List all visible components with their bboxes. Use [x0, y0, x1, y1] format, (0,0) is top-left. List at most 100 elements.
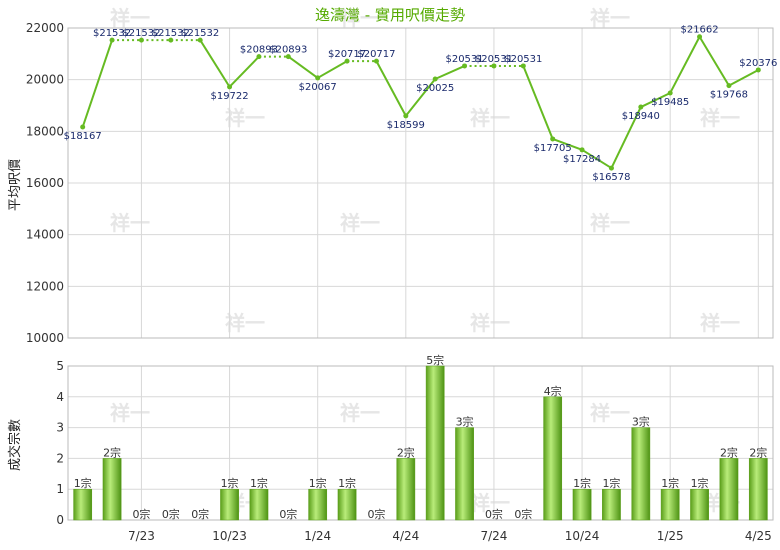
price-point [315, 75, 321, 81]
volume-data-label: 0宗 [162, 507, 180, 521]
price-point [197, 37, 203, 43]
x-tick-label: 7/24 [480, 529, 507, 543]
volume-bar [220, 488, 239, 521]
volume-tick-label: 0 [56, 513, 64, 527]
watermark-layer: 祥一祥一祥一祥一祥一祥一祥一祥一祥一祥一祥一祥一祥一祥一祥一祥一祥一祥一 [110, 6, 740, 515]
price-data-label: $19485 [651, 97, 689, 108]
price-point [168, 37, 174, 43]
price-tick-label: 10000 [26, 331, 64, 345]
price-point [138, 37, 144, 43]
volume-data-label: 3宗 [456, 415, 474, 429]
price-data-label: $20893 [240, 45, 278, 56]
volume-bar [572, 488, 592, 521]
price-data-label: $19722 [210, 91, 248, 102]
price-data-label: $19768 [710, 90, 748, 101]
watermark-text: 祥一 [340, 401, 380, 425]
price-data-label: $16578 [592, 172, 630, 183]
price-line-segment [522, 65, 554, 140]
watermark-text: 祥一 [470, 106, 510, 130]
x-tick-label: 10/24 [565, 529, 600, 543]
volume-tick-label: 1 [56, 482, 64, 496]
price-point [755, 67, 761, 73]
volume-bar [308, 488, 328, 521]
x-tick-label: 1/24 [304, 529, 331, 543]
volume-tick-label: 3 [56, 421, 64, 435]
price-point [520, 63, 526, 69]
price-line-segment [375, 60, 407, 117]
volume-bar [719, 458, 739, 521]
volume-bar [102, 458, 122, 521]
volume-data-label: 1宗 [602, 476, 620, 490]
price-data-label: $20893 [269, 45, 307, 56]
price-line-segment [610, 106, 642, 169]
volume-data-label: 1宗 [221, 476, 239, 490]
price-data-label: $20717 [328, 49, 366, 60]
volume-data-label: 1宗 [338, 476, 356, 490]
price-data-label: $18940 [622, 111, 660, 122]
volume-bar [543, 396, 563, 521]
price-point [403, 113, 409, 119]
price-point [579, 147, 585, 153]
x-tick-label: 4/24 [392, 529, 419, 543]
volume-data-label: 5宗 [426, 353, 444, 367]
volume-data-label: 1宗 [691, 476, 709, 490]
price-point [638, 104, 644, 110]
volume-bar [748, 458, 768, 521]
price-line-segment [81, 39, 114, 128]
price-line-segment [199, 39, 231, 88]
watermark-text: 祥一 [700, 106, 740, 130]
price-point [491, 63, 497, 69]
price-tick-label: 12000 [26, 279, 64, 293]
volume-data-label: 2宗 [720, 445, 738, 459]
price-point [550, 136, 556, 142]
price-tick-label: 20000 [26, 73, 64, 87]
volume-bar [73, 488, 93, 521]
price-line-segment [287, 55, 319, 79]
volume-tick-label: 2 [56, 451, 64, 465]
volume-data-label: 0宗 [279, 507, 297, 521]
price-data-label: $21532 [122, 28, 160, 39]
price-data-label: $20376 [739, 58, 777, 69]
price-point [373, 58, 379, 64]
x-tick-label: 1/25 [657, 529, 684, 543]
price-data-label: $21532 [181, 28, 219, 39]
price-data-label: $20067 [299, 82, 337, 93]
volume-bar [690, 488, 709, 521]
price-point [227, 84, 233, 90]
price-data-label: $17284 [563, 154, 601, 165]
price-data-label: $18599 [387, 120, 425, 131]
price-line-segment [698, 36, 730, 87]
watermark-text: 祥一 [110, 211, 150, 235]
volume-data-label: 0宗 [132, 507, 150, 521]
volume-data-label: 0宗 [514, 507, 532, 521]
price-point [80, 124, 86, 130]
volume-data-label: 2宗 [749, 445, 767, 459]
volume-bar-panel: 0 1 2 3 4 5 7/23 10/23 1/24 4/24 7/24 10/24 1/25 4/25… [56, 353, 774, 543]
watermark-text: 祥一 [340, 211, 380, 235]
price-point [109, 37, 115, 43]
price-tick-label: 14000 [26, 228, 64, 242]
price-point [726, 83, 732, 89]
price-line-segment [228, 55, 260, 88]
price-line-segment [552, 138, 583, 151]
x-tick-label: 7/23 [128, 529, 155, 543]
volume-data-label: 4宗 [544, 384, 562, 398]
volume-bar [660, 488, 680, 521]
volume-data-label: 0宗 [191, 507, 209, 521]
volume-bar [337, 488, 357, 521]
price-data-label: $21532 [93, 28, 131, 39]
volume-plot-frame [67, 365, 774, 521]
price-tick-label: 18000 [26, 124, 64, 138]
watermark-text: 祥一 [340, 6, 380, 30]
watermark-text: 祥一 [700, 311, 740, 335]
price-plot-frame [67, 27, 774, 339]
volume-axis-label: 成交宗數 [7, 419, 23, 471]
price-line-segment [640, 92, 671, 108]
x-tick-label: 4/25 [745, 529, 772, 543]
watermark-text: 祥一 [225, 106, 265, 130]
chart-title: 逸濤灣 - 實用呎價走勢 [315, 6, 465, 24]
volume-data-label: 1宗 [250, 476, 268, 490]
watermark-text: 祥一 [590, 211, 630, 235]
price-line-segment [581, 148, 612, 169]
